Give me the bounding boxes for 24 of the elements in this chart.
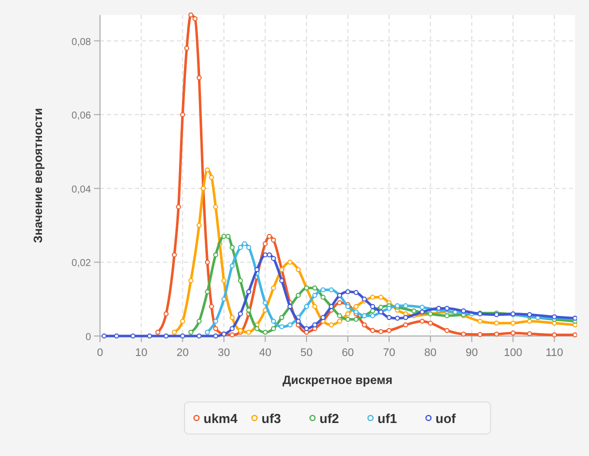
- legend-label: uf1: [378, 411, 397, 426]
- x-axis-title: Дискретное время: [282, 373, 393, 387]
- x-tick-label: 70: [383, 347, 396, 359]
- legend-label: uf3: [262, 411, 281, 426]
- x-tick-label: 20: [176, 347, 189, 359]
- x-tick-label: 10: [135, 347, 148, 359]
- x-tick-label: 40: [259, 347, 272, 359]
- y-tick-label: 0,02: [72, 258, 92, 270]
- legend-label: ukm4: [204, 411, 238, 426]
- legend-label: uof: [436, 411, 456, 426]
- y-tick-label: 0,04: [72, 184, 92, 196]
- y-tick-label: 0: [85, 332, 92, 343]
- x-tick-label: 90: [466, 347, 478, 359]
- x-tick-label: 60: [342, 347, 354, 359]
- x-tick-label: 100: [504, 347, 522, 359]
- x-tick-label: 0: [96, 347, 104, 359]
- y-axis-title: Значение вероятности: [31, 108, 45, 244]
- y-tick-label: 0,06: [72, 110, 92, 122]
- legend-label: uf2: [320, 411, 339, 426]
- x-tick-label: 30: [218, 347, 230, 359]
- x-tick-label: 110: [546, 347, 564, 359]
- x-tick-label: 50: [300, 347, 313, 359]
- y-tick-label: 0,08: [72, 36, 92, 48]
- x-tick-label: 80: [424, 347, 437, 359]
